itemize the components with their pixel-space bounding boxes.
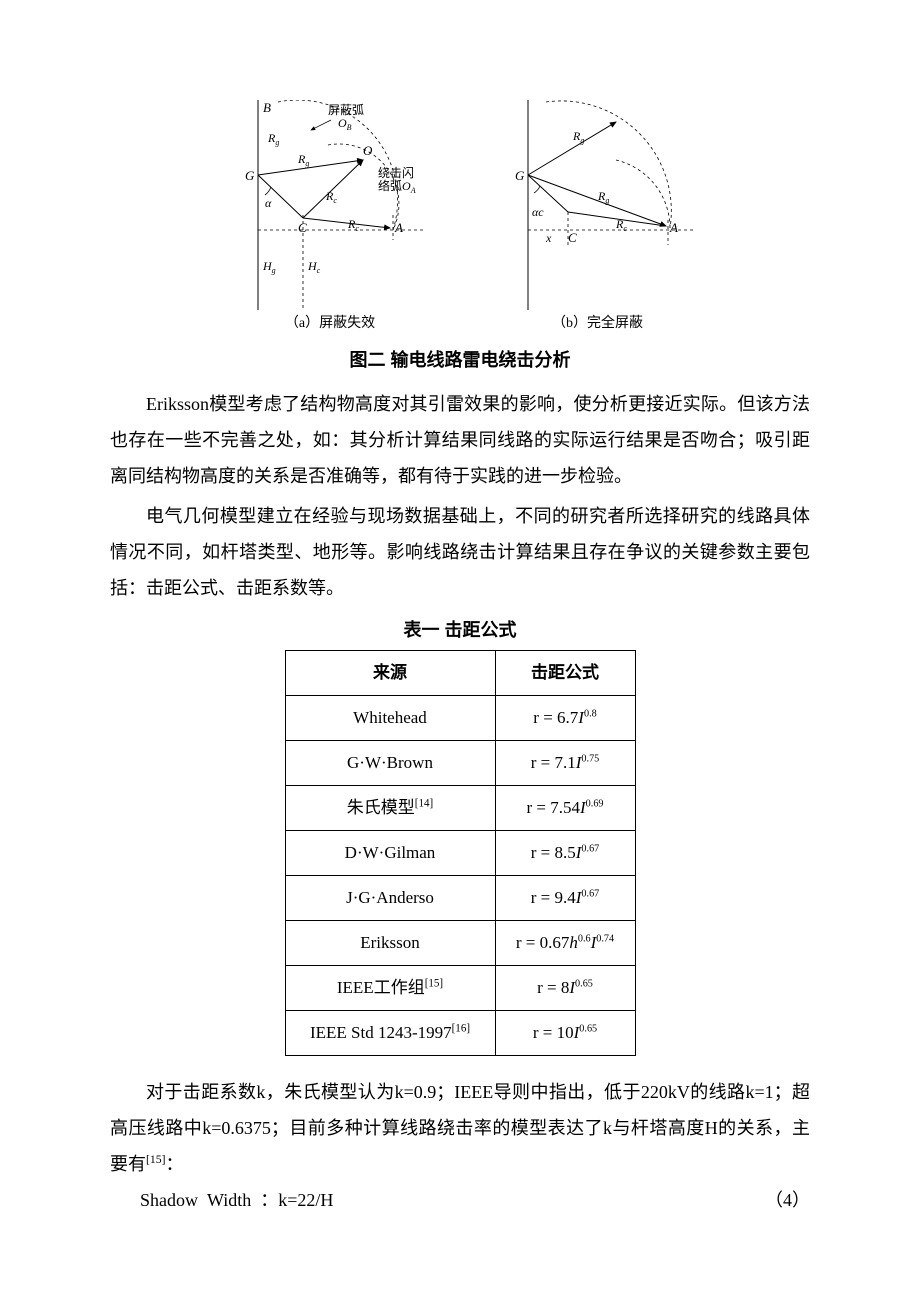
- svg-text:A: A: [669, 220, 678, 235]
- svg-text:Rg: Rg: [597, 189, 609, 205]
- figure-block: G B Rg Rg Rc Rc α O: [110, 100, 810, 378]
- table-cell-formula: r = 8.5I0.67: [495, 831, 635, 876]
- table-row: IEEE Std 1243-1997[16]r = 10I0.65: [285, 1011, 635, 1056]
- svg-text:OB: OB: [338, 116, 352, 132]
- table-cell-formula: r = 8I0.65: [495, 966, 635, 1011]
- paragraph-3: 对于击距系数k，朱氏模型认为k=0.9；IEEE导则中指出，低于220kV的线路…: [110, 1074, 810, 1182]
- table-header-row: 来源 击距公式: [285, 651, 635, 696]
- diagram-a-caption: （a）屏蔽失效: [285, 310, 375, 338]
- svg-text:绕击闪: 绕击闪: [378, 166, 414, 180]
- equation-line: Shadow Width ：k=22/H （4）: [110, 1182, 810, 1218]
- svg-text:αc: αc: [532, 205, 544, 219]
- svg-text:C: C: [298, 220, 307, 235]
- table-cell-formula: r = 0.67h0.6I0.74: [495, 921, 635, 966]
- table-cell-source: D·W·Gilman: [285, 831, 495, 876]
- figure-caption: 图二 输电线路雷电绕击分析: [110, 342, 810, 378]
- svg-text:G: G: [515, 168, 525, 183]
- svg-text:α: α: [265, 196, 272, 210]
- svg-text:G: G: [245, 168, 255, 183]
- table-row: Erikssonr = 0.67h0.6I0.74: [285, 921, 635, 966]
- svg-text:Rg: Rg: [267, 131, 279, 147]
- equation-text: Shadow Width ：k=22/H: [140, 1182, 333, 1218]
- svg-text:屏蔽弧: 屏蔽弧: [328, 103, 364, 117]
- table-header-source: 来源: [285, 651, 495, 696]
- table-row: IEEE工作组[15]r = 8I0.65: [285, 966, 635, 1011]
- svg-text:Rc: Rc: [325, 189, 337, 205]
- table-cell-source: IEEE工作组[15]: [285, 966, 495, 1011]
- svg-text:Rc: Rc: [615, 217, 627, 233]
- table-cell-source: 朱氏模型[14]: [285, 786, 495, 831]
- table-cell-source: Whitehead: [285, 696, 495, 741]
- table-body: Whiteheadr = 6.7I0.8G·W·Brownr = 7.1I0.7…: [285, 696, 635, 1056]
- table-cell-formula: r = 7.54I0.69: [495, 786, 635, 831]
- svg-text:O: O: [363, 143, 373, 158]
- table-row: Whiteheadr = 6.7I0.8: [285, 696, 635, 741]
- svg-text:Hg: Hg: [262, 259, 276, 275]
- table-cell-source: IEEE Std 1243-1997[16]: [285, 1011, 495, 1056]
- paragraph-1: Eriksson模型考虑了结构物高度对其引雷效果的影响，使分析更接近实际。但该方…: [110, 386, 810, 494]
- diagram-b-caption: （b）完全屏蔽: [552, 310, 643, 338]
- table-cell-formula: r = 6.7I0.8: [495, 696, 635, 741]
- svg-text:x: x: [545, 231, 552, 245]
- svg-text:Rg: Rg: [572, 129, 584, 145]
- figure-diagrams: G B Rg Rg Rc Rc α O: [110, 100, 810, 338]
- table-cell-formula: r = 10I0.65: [495, 1011, 635, 1056]
- table-cell-formula: r = 7.1I0.75: [495, 741, 635, 786]
- table-row: D·W·Gilmanr = 8.5I0.67: [285, 831, 635, 876]
- table-row: J·G·Andersor = 9.4I0.67: [285, 876, 635, 921]
- svg-text:Hc: Hc: [307, 259, 321, 275]
- diagram-b-svg: G Rg Rg Rc αc x C A: [498, 100, 698, 310]
- equation-number: （4）: [765, 1182, 810, 1218]
- diagram-b: G Rg Rg Rc αc x C A （b）完全屏蔽: [498, 100, 698, 338]
- diagram-a-svg: G B Rg Rg Rc Rc α O: [223, 100, 438, 310]
- table-cell-source: Eriksson: [285, 921, 495, 966]
- svg-text:络弧OA: 络弧OA: [378, 178, 416, 195]
- svg-text:C: C: [568, 230, 577, 245]
- table-cell-source: G·W·Brown: [285, 741, 495, 786]
- table-header-formula: 击距公式: [495, 651, 635, 696]
- svg-text:B: B: [263, 100, 271, 115]
- svg-text:A: A: [394, 220, 403, 235]
- table-row: 朱氏模型[14]r = 7.54I0.69: [285, 786, 635, 831]
- svg-text:Rc: Rc: [347, 217, 359, 233]
- table-row: G·W·Brownr = 7.1I0.75: [285, 741, 635, 786]
- paragraph-2: 电气几何模型建立在经验与现场数据基础上，不同的研究者所选择研究的线路具体情况不同…: [110, 498, 810, 606]
- table-caption: 表一 击距公式: [110, 612, 810, 648]
- table-cell-formula: r = 9.4I0.67: [495, 876, 635, 921]
- svg-text:Rg: Rg: [297, 152, 309, 168]
- formula-table: 来源 击距公式 Whiteheadr = 6.7I0.8G·W·Brownr =…: [285, 650, 636, 1056]
- table-cell-source: J·G·Anderso: [285, 876, 495, 921]
- diagram-a: G B Rg Rg Rc Rc α O: [223, 100, 438, 338]
